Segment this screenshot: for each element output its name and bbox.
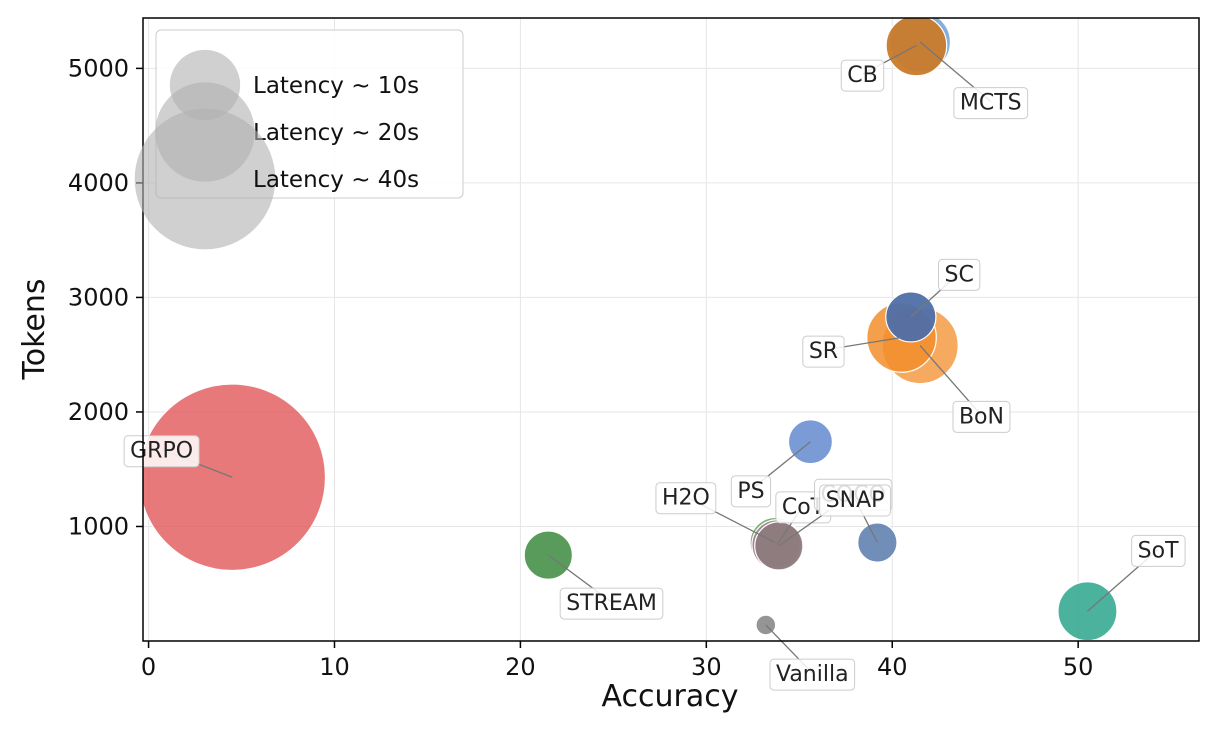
point-label-text: MCTS bbox=[960, 91, 1022, 116]
label-box bbox=[769, 658, 856, 691]
point-label-sc: SC bbox=[938, 258, 981, 291]
x-tick-label: 30 bbox=[691, 653, 722, 681]
point-label-sot: SoT bbox=[1131, 534, 1186, 567]
point-label-text: H2O bbox=[662, 486, 710, 511]
axis-layer: 0 10 20 30 40 50 1000 2000 3000 4000 5000 bbox=[68, 17, 1200, 681]
label-box bbox=[655, 482, 717, 515]
label-box bbox=[938, 258, 981, 291]
point-label-h2o: H2O bbox=[655, 482, 717, 515]
point-label-text: SR bbox=[809, 339, 838, 364]
point-label-text: Vanilla bbox=[776, 662, 849, 687]
point-label-ps: PS bbox=[730, 475, 772, 508]
label-box bbox=[840, 59, 885, 92]
point-label-text: BoN bbox=[959, 404, 1004, 429]
label-box bbox=[1131, 534, 1186, 567]
point-label-text: SoT bbox=[1138, 538, 1179, 563]
y-axis-title: Tokens bbox=[17, 279, 52, 381]
legend-entry-label: Latency ~ 20s bbox=[253, 120, 419, 146]
point-label-stream: STREAM bbox=[559, 587, 664, 620]
point-label-text: PS bbox=[737, 479, 764, 504]
bubble-cb bbox=[885, 18, 948, 77]
point-label-snap: SNAP bbox=[819, 484, 891, 517]
legend: Latency ~ 10s Latency ~ 20s Latency ~ 40s bbox=[134, 29, 464, 250]
y-tick-label: 5000 bbox=[68, 54, 129, 82]
legend-marker bbox=[134, 108, 276, 250]
point-label-bon: BoN bbox=[952, 400, 1011, 433]
point-label-text: SC bbox=[945, 262, 974, 287]
point-label-sr: SR bbox=[802, 335, 845, 368]
label-box bbox=[730, 475, 772, 508]
point-label-cb: CB bbox=[840, 59, 885, 92]
y-tick-label: 4000 bbox=[68, 169, 129, 197]
x-axis-title: Accuracy bbox=[602, 679, 739, 714]
y-tick-label: 3000 bbox=[68, 283, 129, 311]
label-box bbox=[952, 400, 1011, 433]
label-box bbox=[819, 484, 891, 517]
y-tick-label: 1000 bbox=[68, 512, 129, 540]
label-layer: GRPOSTREAMVanillaH2OCoTCOCOPSSNAPSCSRBoN… bbox=[123, 41, 1186, 691]
x-tick-label: 50 bbox=[1063, 653, 1094, 681]
x-tick-label: 0 bbox=[141, 653, 156, 681]
point-label-text: GRPO bbox=[130, 439, 193, 464]
point-label-grpo: GRPO bbox=[123, 435, 200, 468]
x-tick-label: 40 bbox=[877, 653, 908, 681]
plot-frame bbox=[142, 17, 1200, 642]
x-tick-label: 20 bbox=[505, 653, 536, 681]
label-box bbox=[802, 335, 845, 368]
y-tick-label: 2000 bbox=[68, 398, 129, 426]
point-label-text: CB bbox=[847, 63, 877, 88]
point-label-mcts: MCTS bbox=[953, 87, 1029, 120]
label-box bbox=[559, 587, 664, 620]
point-label-text: STREAM bbox=[566, 591, 657, 616]
point-label-vanilla: Vanilla bbox=[769, 658, 856, 691]
x-tick-label: 10 bbox=[319, 653, 350, 681]
bubble-grpo bbox=[143, 383, 327, 572]
point-label-text: SNAP bbox=[826, 488, 885, 513]
legend-entry-label: Latency ~ 10s bbox=[253, 73, 419, 99]
legend-entry-label: Latency ~ 40s bbox=[253, 167, 419, 193]
label-box bbox=[953, 87, 1029, 120]
